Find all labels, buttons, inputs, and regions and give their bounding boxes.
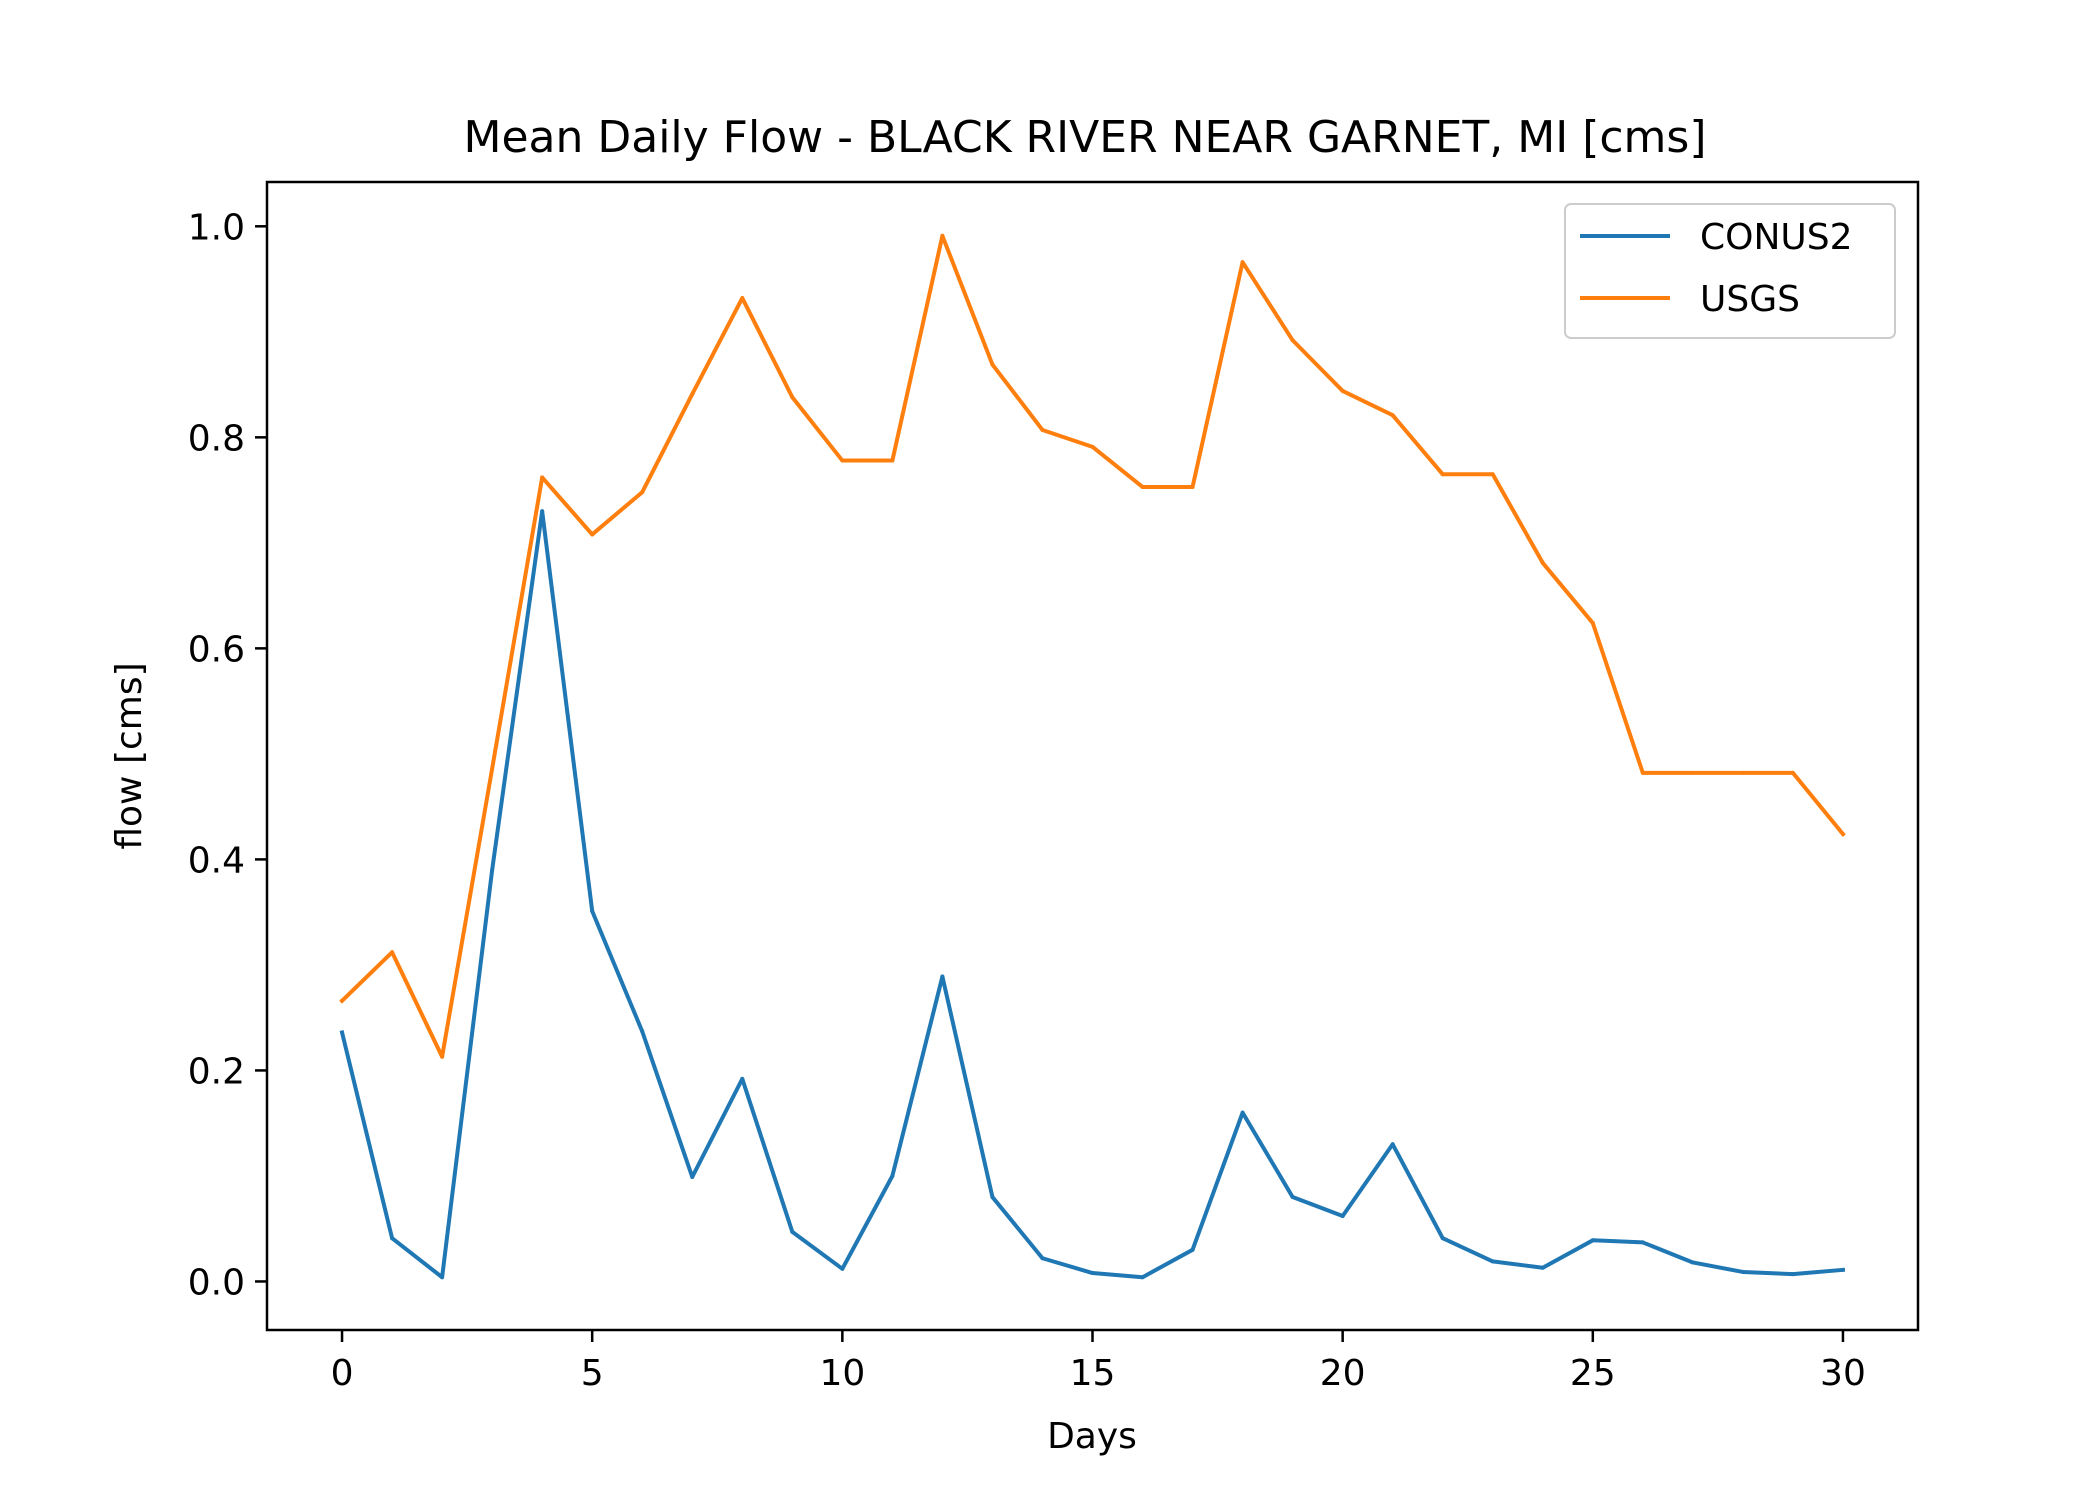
data-point-conus2 xyxy=(1540,1265,1545,1270)
data-point-conus2 xyxy=(1040,1256,1045,1261)
data-point-usgs xyxy=(490,766,495,771)
data-point-conus2 xyxy=(1440,1236,1445,1241)
data-point-usgs xyxy=(940,233,945,238)
data-point-conus2 xyxy=(640,1029,645,1034)
y-tick-label: 0.0 xyxy=(188,1262,245,1303)
data-point-conus2 xyxy=(1240,1110,1245,1115)
data-point-conus2 xyxy=(1840,1267,1845,1272)
data-point-usgs xyxy=(340,998,345,1003)
data-point-usgs xyxy=(1390,413,1395,418)
plot-area xyxy=(339,233,1846,1280)
data-point-usgs xyxy=(1090,444,1095,449)
data-point-conus2 xyxy=(1390,1142,1395,1147)
data-point-conus2 xyxy=(1690,1260,1695,1265)
x-tick-label: 0 xyxy=(331,1353,354,1394)
data-point-usgs xyxy=(1040,427,1045,432)
data-point-conus2 xyxy=(790,1229,795,1234)
x-tick-label: 15 xyxy=(1070,1353,1116,1394)
data-point-conus2 xyxy=(390,1236,395,1241)
x-axis-label: Days xyxy=(1047,1416,1137,1457)
data-point-usgs xyxy=(440,1054,445,1059)
data-point-conus2 xyxy=(540,509,545,514)
y-tick-label: 0.6 xyxy=(188,629,245,670)
data-point-conus2 xyxy=(840,1266,845,1271)
data-point-usgs xyxy=(1240,260,1245,265)
data-point-usgs xyxy=(1290,338,1295,343)
data-point-conus2 xyxy=(490,867,495,872)
y-axis: 0.0 0.2 0.4 0.6 0.8 1.0 xyxy=(188,207,267,1303)
data-point-usgs xyxy=(1490,472,1495,477)
legend-label-usgs: USGS xyxy=(1700,279,1800,320)
data-point-usgs xyxy=(640,490,645,495)
chart-title: Mean Daily Flow - BLACK RIVER NEAR GARNE… xyxy=(463,112,1706,163)
data-point-usgs xyxy=(1790,770,1795,775)
x-axis: 0 5 10 15 20 25 30 xyxy=(331,1330,1866,1394)
data-point-conus2 xyxy=(690,1175,695,1179)
data-point-usgs xyxy=(540,475,545,480)
data-point-usgs xyxy=(1690,770,1695,775)
data-point-conus2 xyxy=(940,974,945,979)
data-point-usgs xyxy=(1190,484,1195,489)
data-point-conus2 xyxy=(1290,1195,1295,1200)
y-tick-label: 0.8 xyxy=(188,418,245,459)
y-tick-label: 0.4 xyxy=(188,840,245,881)
data-point-usgs xyxy=(390,950,395,955)
data-point-usgs xyxy=(1540,560,1545,565)
x-tick-label: 5 xyxy=(581,1353,604,1394)
data-point-usgs xyxy=(1340,388,1345,393)
data-point-conus2 xyxy=(1340,1214,1345,1219)
y-axis-label: flow [cms] xyxy=(109,662,150,849)
data-point-usgs xyxy=(1640,770,1645,775)
data-point-usgs xyxy=(1840,832,1845,837)
y-tick-label: 0.2 xyxy=(188,1051,245,1092)
data-point-conus2 xyxy=(1140,1275,1145,1280)
legend-label-conus2: CONUS2 xyxy=(1700,217,1853,258)
data-point-usgs xyxy=(690,392,695,397)
data-point-conus2 xyxy=(1190,1247,1195,1252)
data-point-conus2 xyxy=(1590,1238,1595,1243)
data-point-usgs xyxy=(590,532,595,537)
data-point-conus2 xyxy=(1490,1259,1495,1264)
data-point-usgs xyxy=(1140,484,1145,489)
data-point-conus2 xyxy=(590,909,595,914)
data-point-conus2 xyxy=(1090,1271,1095,1276)
data-point-usgs xyxy=(990,362,995,367)
data-point-conus2 xyxy=(440,1275,445,1280)
data-point-usgs xyxy=(890,458,895,463)
data-point-conus2 xyxy=(740,1076,745,1081)
x-tick-label: 30 xyxy=(1820,1353,1866,1394)
data-point-conus2 xyxy=(1740,1269,1745,1274)
data-point-conus2 xyxy=(990,1195,995,1200)
data-point-conus2 xyxy=(1640,1240,1645,1245)
x-tick-label: 25 xyxy=(1570,1353,1616,1394)
y-tick-label: 1.0 xyxy=(188,207,245,248)
data-point-usgs xyxy=(790,395,795,400)
data-point-usgs xyxy=(740,296,745,301)
data-point-usgs xyxy=(1440,472,1445,477)
data-point-usgs xyxy=(1590,621,1595,626)
data-point-usgs xyxy=(840,458,845,463)
data-point-conus2 xyxy=(1790,1272,1795,1277)
data-point-usgs xyxy=(1740,770,1745,775)
data-point-conus2 xyxy=(890,1173,895,1178)
x-tick-label: 20 xyxy=(1320,1353,1366,1394)
data-point-conus2 xyxy=(340,1030,345,1035)
legend: CONUS2 USGS xyxy=(1564,203,1896,339)
x-tick-label: 10 xyxy=(819,1353,865,1394)
